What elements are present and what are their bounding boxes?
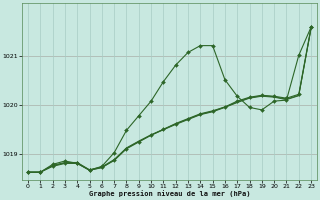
X-axis label: Graphe pression niveau de la mer (hPa): Graphe pression niveau de la mer (hPa) [89, 190, 250, 197]
